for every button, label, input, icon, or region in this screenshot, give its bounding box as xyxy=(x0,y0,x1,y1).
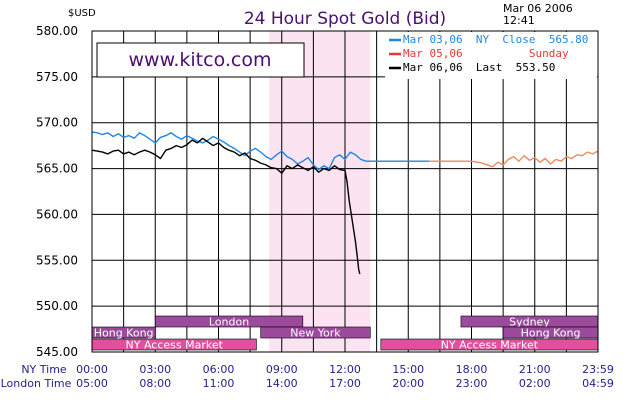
y-tick-label: 560.00 xyxy=(36,207,78,221)
unit-label: $USD xyxy=(68,8,96,19)
legend-box xyxy=(385,32,597,79)
x-tick-label-ny: 18:00 xyxy=(456,363,488,376)
x-tick-label-london: 11:00 xyxy=(203,377,235,390)
x-tick-label-ny: 00:00 xyxy=(76,363,108,376)
x-tick-label-london: 08:00 xyxy=(139,377,171,390)
website-box xyxy=(96,42,305,78)
highlight-band-layer xyxy=(269,31,371,352)
series-line xyxy=(91,137,361,275)
x-tick-label-ny: 15:00 xyxy=(392,363,424,376)
session-label: Hong Kong xyxy=(94,327,154,340)
y-tick-label: 555.00 xyxy=(36,253,78,267)
legend-entry: Mar 05,06 Sunday xyxy=(403,47,569,60)
plot-frame xyxy=(91,30,599,353)
session-label: NY Access Market xyxy=(441,339,539,352)
session-label: Sydney xyxy=(509,316,550,329)
series-line xyxy=(429,150,599,168)
y-axis-ticks: 580.00 575.00 570.00 565.00 560.00 555.00 550.… xyxy=(36,24,78,359)
ny-time-label: NY Time xyxy=(21,363,67,376)
series-layer xyxy=(91,131,599,275)
series-line xyxy=(91,131,430,171)
session-bar xyxy=(154,315,304,328)
session-label: London xyxy=(209,316,249,329)
x-tick-label-ny: 06:00 xyxy=(203,363,235,376)
grid-layer xyxy=(91,30,599,353)
x-tick-label-ny: 21:00 xyxy=(519,363,551,376)
x-tick-label-ny: 03:00 xyxy=(139,363,171,376)
x-tick-label-london: 02:00 xyxy=(519,377,551,390)
y-tick-label: 570.00 xyxy=(36,116,78,130)
x-tick-label-london: 17:00 xyxy=(329,377,361,390)
session-label: New York xyxy=(290,327,341,340)
legend-entry: Mar 03,06 NY Close 565.80 xyxy=(403,33,588,46)
x-axis-ticks: 00:00 03:00 06:00 09:00 12:00 15:00 18:00 21:00… xyxy=(76,363,614,390)
x-tick-label-ny: 23:59 xyxy=(582,363,614,376)
y-tick-label: 575.00 xyxy=(36,70,78,84)
time-stamp: 12:41 xyxy=(503,14,535,27)
x-tick-label-london: 05:00 xyxy=(76,377,108,390)
legend-entry: Mar 06,06 Last 553.50 xyxy=(403,61,555,74)
website-label[interactable]: www.kitco.com xyxy=(128,49,271,71)
london-time-label: London Time xyxy=(1,377,72,390)
y-tick-label: 550.00 xyxy=(36,299,78,313)
y-tick-label: 565.00 xyxy=(36,162,78,176)
highlight-band xyxy=(269,31,371,352)
x-tick-label-london: 23:00 xyxy=(456,377,488,390)
session-bar xyxy=(260,326,371,339)
y-tick-label: 545.00 xyxy=(36,345,78,359)
y-tick-label: 580.00 xyxy=(36,24,78,38)
session-label: Hong Kong xyxy=(521,327,581,340)
x-tick-label-london: 20:00 xyxy=(392,377,424,390)
chart-title: 24 Hour Spot Gold (Bid) xyxy=(244,9,446,29)
session-label: NY Access Market xyxy=(126,339,224,352)
x-tick-label-london: 04:59 xyxy=(582,377,614,390)
date-stamp: Mar 06 2006 xyxy=(503,2,573,15)
x-tick-label-ny: 09:00 xyxy=(266,363,298,376)
x-tick-label-ny: 12:00 xyxy=(329,363,361,376)
x-tick-label-london: 14:00 xyxy=(266,377,298,390)
